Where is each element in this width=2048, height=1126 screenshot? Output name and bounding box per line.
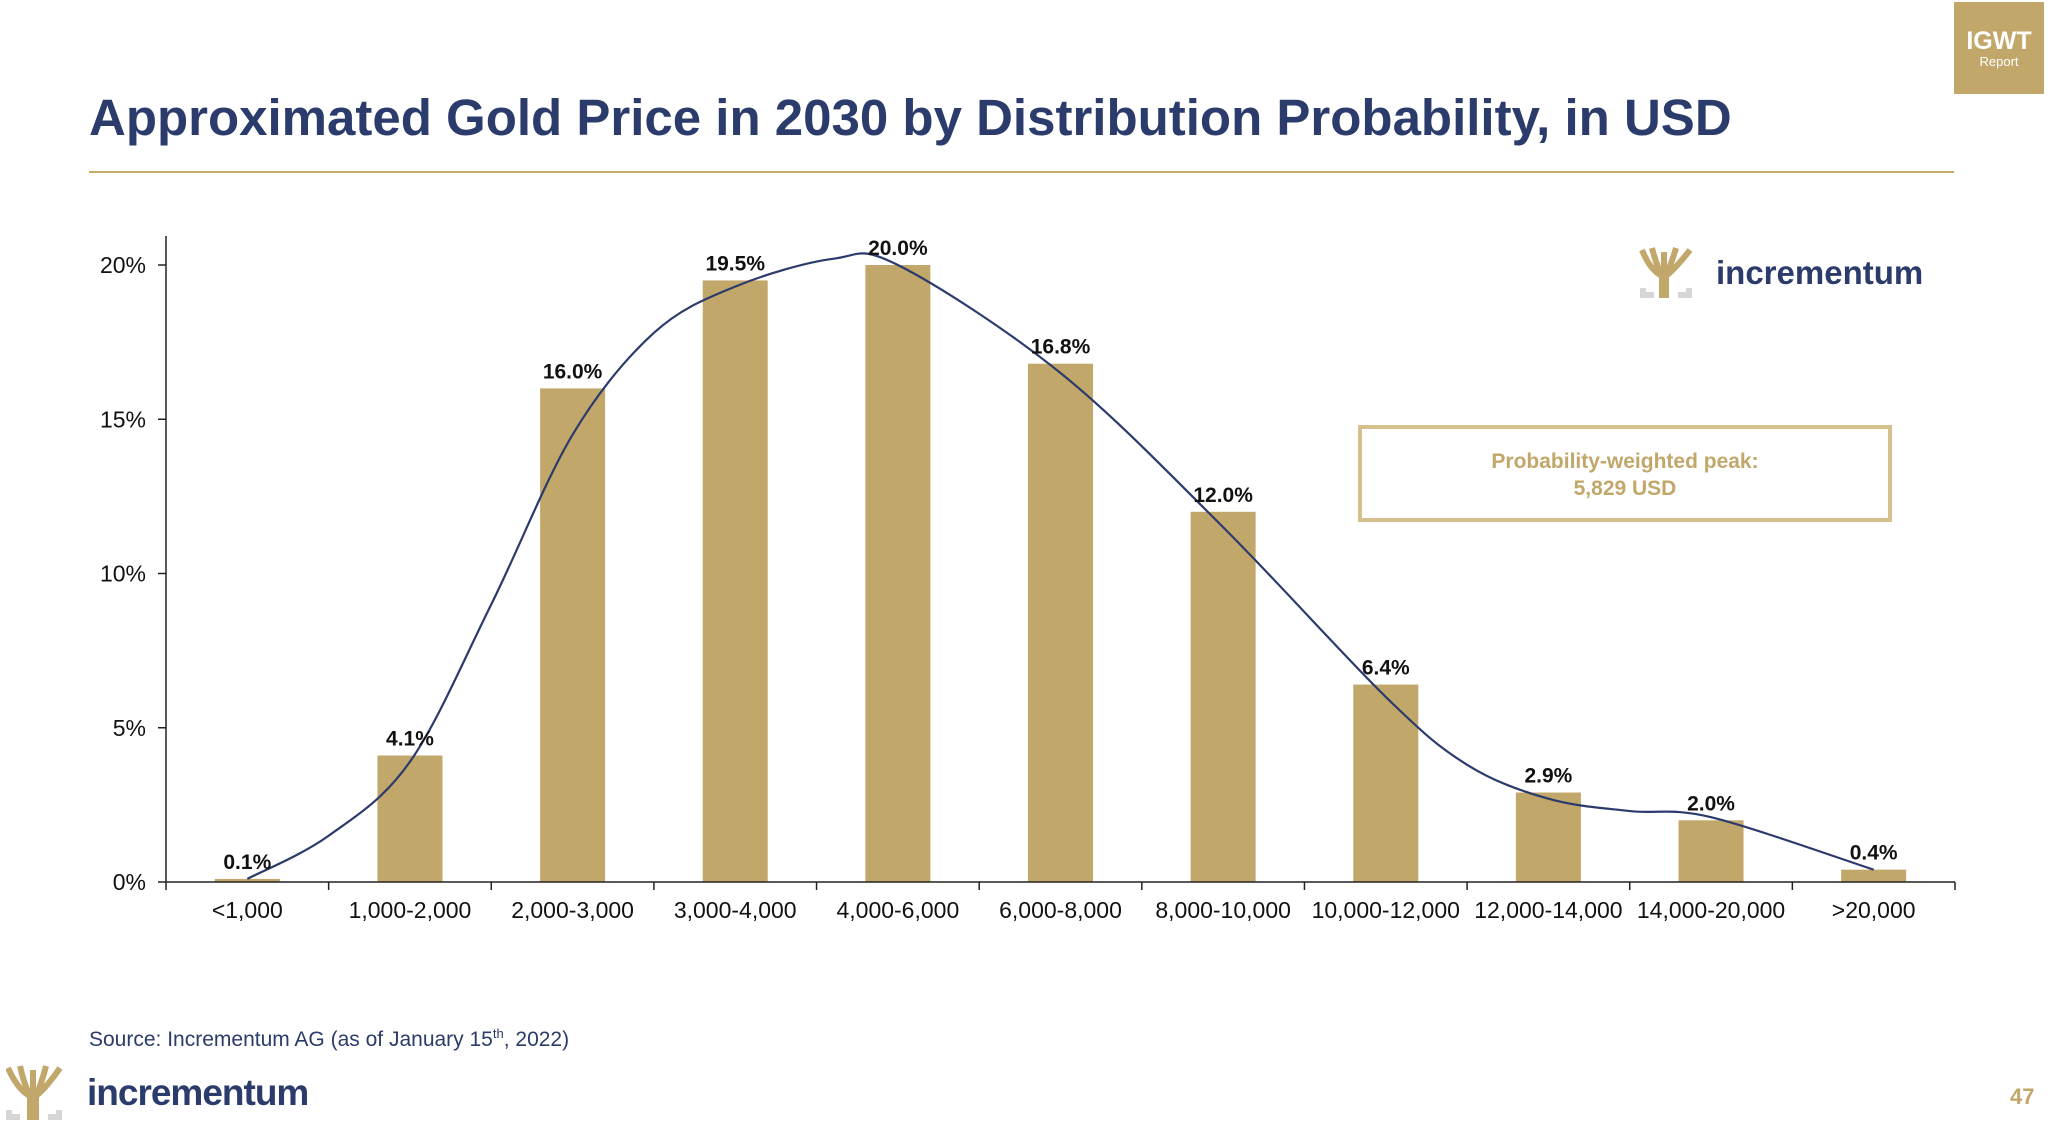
- data-label: 12.0%: [1193, 484, 1253, 507]
- x-tick-label: 10,000-12,000: [1312, 897, 1460, 923]
- title-divider: [89, 171, 1954, 173]
- bar: [377, 755, 443, 882]
- annotation-line2: 5,829 USD: [1574, 477, 1677, 500]
- page-number: 47: [2010, 1084, 2035, 1109]
- source-suffix: , 2022): [503, 1028, 570, 1051]
- data-label: 20.0%: [868, 237, 928, 260]
- bar: [214, 878, 280, 882]
- bar: [540, 388, 606, 882]
- source-note: Source: Incrementum AG (as of January 15…: [89, 1026, 569, 1052]
- data-label: 19.5%: [705, 252, 765, 275]
- data-label: 16.8%: [1031, 336, 1091, 359]
- chart-logo-text: incrementum: [1716, 254, 1923, 291]
- bar: [1515, 792, 1581, 882]
- footer-tree-logo-icon: [6, 1065, 63, 1120]
- y-tick-label: 20%: [100, 252, 146, 278]
- footer-brand: incrementum: [87, 1072, 309, 1113]
- data-label: 2.9%: [1524, 765, 1572, 788]
- bar: [865, 265, 931, 882]
- data-label: 16.0%: [543, 360, 603, 383]
- x-tick-label: >20,000: [1832, 897, 1916, 923]
- y-tick-label: 0%: [113, 869, 146, 895]
- bar: [1353, 684, 1419, 882]
- bar: [1678, 820, 1744, 882]
- x-tick-label: 2,000-3,000: [511, 897, 634, 923]
- x-tick-label: 4,000-6,000: [836, 897, 959, 923]
- x-tick-label: 1,000-2,000: [349, 897, 472, 923]
- badge-line1: IGWT: [1966, 27, 2032, 55]
- data-label: 0.1%: [223, 851, 271, 874]
- x-tick-label: 12,000-14,000: [1474, 897, 1622, 923]
- y-tick-label: 10%: [100, 561, 146, 587]
- chart-title: Approximated Gold Price in 2030 by Distr…: [89, 89, 1732, 146]
- x-tick-label: 6,000-8,000: [999, 897, 1122, 923]
- bar: [1190, 511, 1256, 882]
- bar: [1028, 363, 1093, 883]
- peak-annotation: Probability-weighted peak: 5,829 USD: [1358, 425, 1892, 522]
- bar: [1841, 869, 1907, 882]
- chart-logo: incrementum: [1639, 247, 1923, 298]
- fitted-curve: [246, 252, 1875, 880]
- y-tick-label: 15%: [100, 406, 146, 432]
- bar: [702, 280, 768, 882]
- badge-line2: Report: [1979, 54, 2019, 69]
- source-sup: th: [492, 1026, 504, 1041]
- annotation-line1: Probability-weighted peak:: [1491, 450, 1758, 473]
- data-label: 2.0%: [1687, 792, 1735, 815]
- source-text: Source: Incrementum AG (as of January 15: [89, 1028, 493, 1051]
- x-tick-label: 14,000-20,000: [1637, 897, 1785, 923]
- y-tick-label: 5%: [113, 715, 146, 741]
- data-label: 0.4%: [1850, 842, 1898, 865]
- x-tick-label: 3,000-4,000: [674, 897, 797, 923]
- data-label: 6.4%: [1362, 657, 1410, 680]
- igwt-report-badge: IGWT Report: [1954, 2, 2044, 94]
- x-tick-label: <1,000: [212, 897, 283, 923]
- tree-logo-icon: [1639, 247, 1693, 298]
- data-label: 4.1%: [386, 728, 434, 751]
- x-tick-label: 8,000-10,000: [1155, 897, 1291, 923]
